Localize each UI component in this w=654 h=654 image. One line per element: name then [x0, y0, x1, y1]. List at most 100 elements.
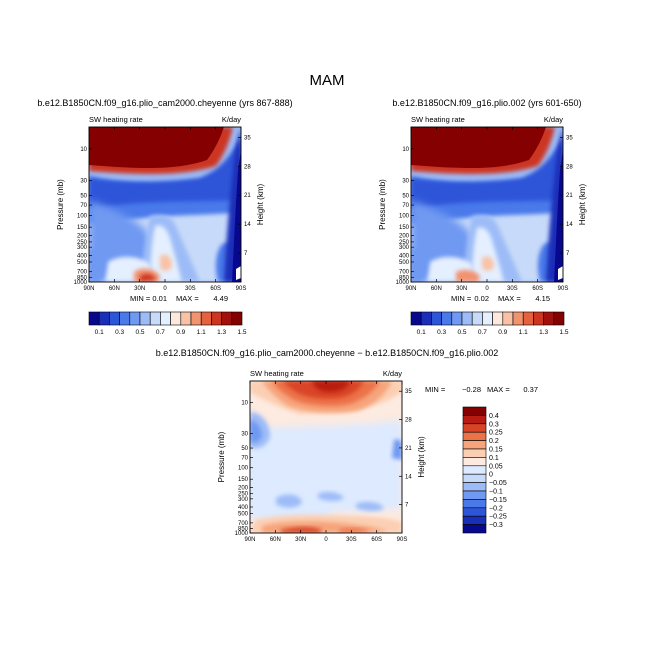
height-tick-label: 28	[244, 164, 251, 170]
max-label: MAX =	[498, 294, 521, 303]
colorbar-label: 0.7	[478, 329, 487, 336]
min-value: −0.28	[462, 385, 481, 394]
colorbar-box	[462, 515, 487, 525]
colorbar-label: 0.3	[115, 329, 124, 336]
colorbar-label: 0.5	[457, 329, 466, 336]
panel-title: b.e12.B1850CN.f09_g16.plio.002 (yrs 601-…	[392, 98, 581, 108]
colorbar-box	[462, 448, 487, 458]
y-tick-label: 70	[402, 203, 409, 209]
y-tick-label: 700	[77, 270, 88, 276]
y-tick-label: 50	[241, 446, 248, 452]
colorbar-label: −0.15	[489, 497, 507, 504]
x-tick-label: 60S	[371, 537, 382, 543]
x-tick-label: 60S	[532, 286, 543, 292]
colorbar-label: 0.15	[489, 447, 503, 454]
axes: 90N 60N 30N 0 30S 60S 90S103050701001502002503…	[56, 127, 265, 292]
y-tick-label: 250	[77, 240, 88, 246]
colorbar-label: 1.1	[197, 329, 206, 336]
axes: 90N 60N 30N 0 30S 60S 90S103050701001502002503…	[217, 381, 426, 543]
colorbar-label: 0.5	[135, 329, 144, 336]
y-tick-label: 150	[238, 477, 249, 483]
colorbar-label: 0.1	[417, 329, 426, 336]
panel-units-label: K/day	[544, 115, 563, 124]
y-tick-label: 850	[77, 275, 88, 281]
x-tick-label: 30S	[185, 286, 196, 292]
y-tick-label: 400	[77, 254, 88, 260]
max-value: 4.49	[213, 294, 228, 303]
y-tick-label: 200	[399, 233, 410, 239]
colorbar-label: 0.05	[489, 463, 503, 470]
colorbar-box	[543, 311, 555, 326]
max-label: MAX =	[487, 385, 510, 394]
colorbar-box	[119, 311, 131, 326]
y-tick-label: 100	[77, 213, 88, 219]
colorbar-box	[462, 507, 487, 517]
y-tick-label: 10	[241, 400, 248, 406]
x-tick-label: 30N	[456, 286, 467, 292]
colorbar-box	[462, 457, 487, 467]
colorbar-label: 1.3	[539, 329, 548, 336]
min-label: MIN =	[451, 294, 472, 303]
height-tick-label: 35	[244, 135, 251, 141]
colorbar: 0.1 0.3 0.5 0.7 0.9 1.1 1.3 1.5	[88, 311, 247, 336]
y-tick-label: 400	[238, 505, 249, 511]
colorbar-label: 0.2	[489, 438, 499, 445]
max-label: MAX =	[176, 294, 199, 303]
y-tick-label: 200	[77, 233, 88, 239]
colorbar-box	[129, 311, 141, 326]
y-tick-label: 300	[238, 497, 249, 503]
axes: 90N 60N 30N 0 30S 60S 90S103050701001502002503…	[378, 127, 587, 292]
x-tick-label: 60S	[210, 286, 221, 292]
colorbar-box	[533, 311, 544, 326]
colorbar-label: 1.1	[519, 329, 528, 336]
colorbar-label: 0.1	[95, 329, 104, 336]
y-axis-label: Pressure (mb)	[217, 431, 226, 482]
colorbar-label: 0	[489, 472, 493, 479]
colorbar-box	[462, 440, 487, 450]
height-tick-label: 21	[405, 446, 412, 452]
y-tick-label: 700	[238, 521, 249, 527]
colorbar-box	[462, 482, 487, 492]
y-axis-label: Pressure (mb)	[378, 179, 387, 230]
colorbar-box	[170, 311, 182, 326]
height-tick-label: 21	[566, 193, 573, 199]
y-tick-label: 250	[238, 492, 249, 498]
panel-units-label: K/day	[383, 369, 402, 378]
colorbar-box	[553, 311, 565, 326]
y-tick-label: 850	[238, 526, 249, 532]
height-tick-label: 28	[566, 164, 573, 170]
colorbar-box	[502, 311, 514, 326]
colorbar-box	[461, 311, 473, 326]
y-axis-label-right: Height (km)	[417, 436, 426, 478]
y-tick-label: 500	[238, 511, 249, 517]
y-axis-label-right: Height (km)	[256, 183, 265, 225]
colorbar-box	[522, 311, 534, 326]
colorbar-label: −0.3	[489, 522, 503, 529]
y-tick-label: 1000	[74, 280, 88, 286]
y-tick-label: 150	[399, 225, 410, 231]
colorbar-box	[98, 311, 110, 326]
colorbar-label: 0.1	[489, 455, 499, 462]
panel-difference: b.e12.B1850CN.f09_g16.plio_cam2000.cheye…	[156, 348, 538, 543]
panel-top-left: b.e12.B1850CN.f09_g16.plio_cam2000.cheye…	[37, 98, 292, 336]
colorbar-label: −0.25	[489, 514, 507, 521]
y-axis-label: Pressure (mb)	[56, 179, 65, 230]
x-tick-label: 30N	[134, 286, 145, 292]
max-value: 0.37	[523, 385, 538, 394]
x-tick-label: 30N	[295, 537, 306, 543]
y-tick-label: 100	[399, 213, 410, 219]
colorbar-box	[451, 311, 463, 326]
height-tick-label: 21	[244, 193, 251, 199]
y-tick-label: 70	[80, 203, 87, 209]
y-tick-label: 1000	[235, 531, 249, 537]
panel-top-right: b.e12.B1850CN.f09_g16.plio.002 (yrs 601-…	[378, 98, 587, 336]
height-tick-label: 28	[405, 418, 412, 424]
min-value: 0.02	[474, 294, 489, 303]
colorbar-label: 0.3	[489, 421, 499, 428]
x-tick-label: 90N	[244, 537, 255, 543]
colorbar-box	[149, 311, 161, 326]
colorbar-label: 1.3	[217, 329, 226, 336]
y-tick-label: 150	[77, 225, 88, 231]
x-tick-label: 0	[324, 537, 328, 543]
